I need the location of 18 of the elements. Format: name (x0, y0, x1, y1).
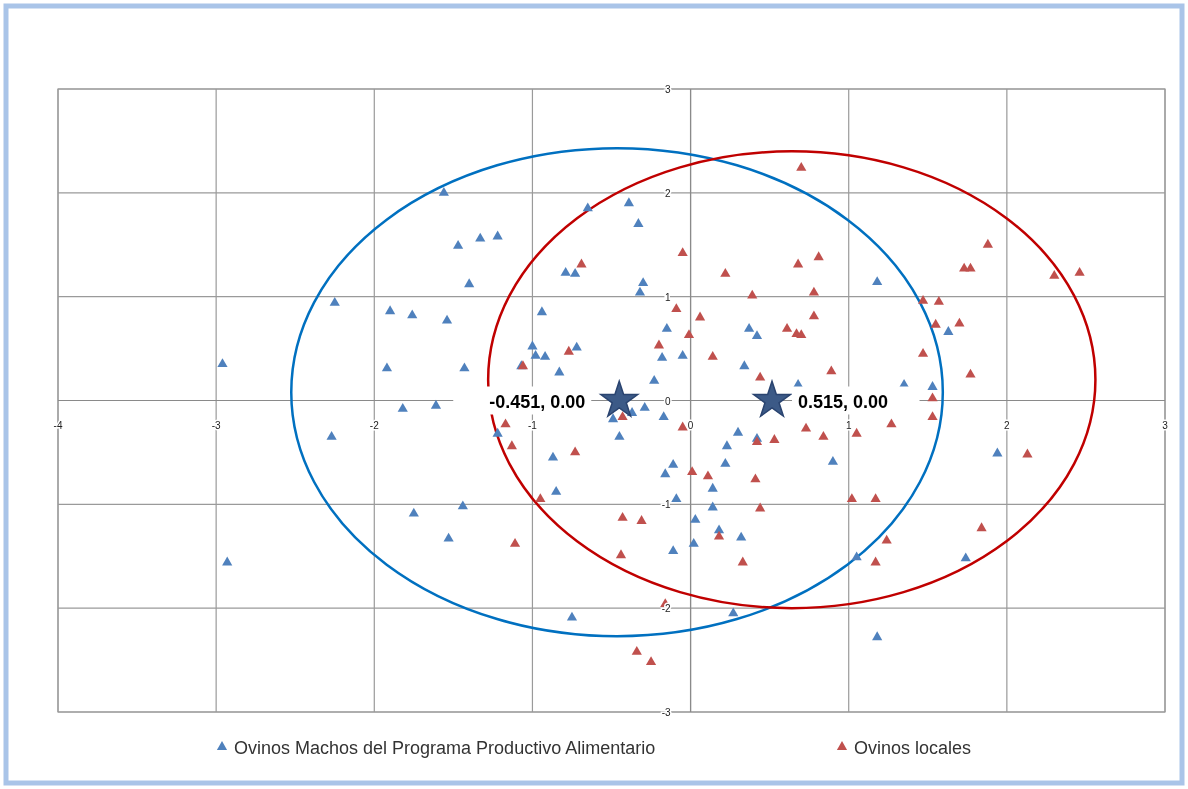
x-tick-label: -4 (53, 419, 63, 431)
annotation: 0.515, 0.00 (798, 391, 889, 412)
y-tick-label: -3 (661, 707, 671, 718)
x-tick-label: 2 (1004, 419, 1011, 431)
y-tick-label: 1 (665, 291, 672, 303)
x-tick-label: 1 (845, 419, 852, 431)
legend-label: Ovinos Machos del Programa Productivo Alimentario (234, 738, 656, 758)
legend-label: Ovinos locales (854, 738, 972, 758)
y-tick-label: 0 (665, 395, 672, 407)
annotation: -0.451, 0.00 (489, 391, 586, 412)
x-tick-label: -1 (527, 419, 538, 431)
x-tick-label: 0 (687, 419, 694, 431)
x-tick-label: -3 (211, 419, 222, 431)
y-tick-label: -1 (661, 499, 671, 511)
x-tick-label: 3 (1162, 419, 1169, 431)
x-tick-label: -2 (369, 419, 380, 431)
y-tick-label: 2 (665, 187, 672, 199)
y-tick-label: 3 (665, 84, 672, 95)
